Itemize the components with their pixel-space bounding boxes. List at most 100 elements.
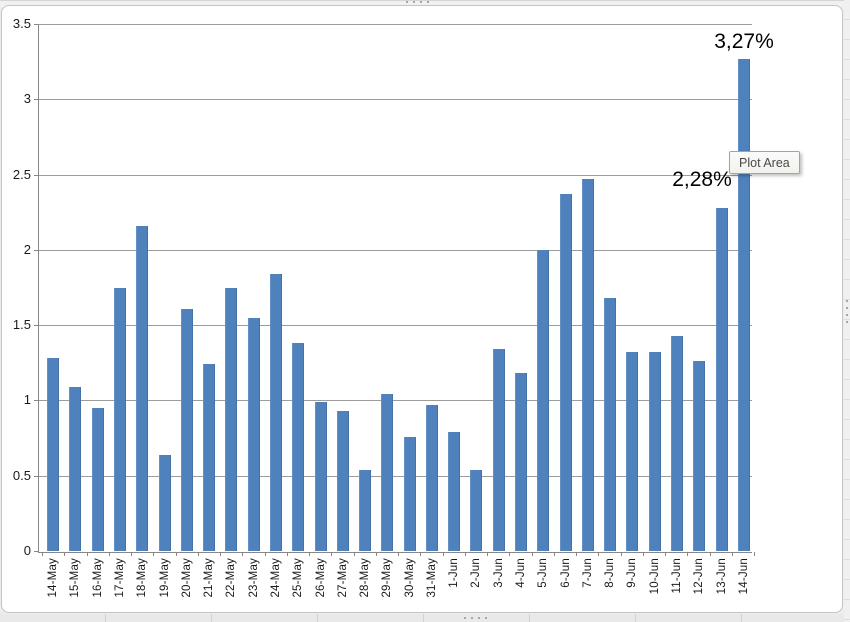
plot-area[interactable]: [38, 24, 752, 553]
handle-dot: [846, 300, 848, 302]
handle-dot: [846, 321, 848, 323]
handle-dot: [406, 1, 408, 3]
bar-6-jun[interactable]: [559, 194, 572, 551]
bars-layer: [42, 24, 755, 551]
bar-27-may[interactable]: [336, 410, 349, 551]
x-axis-ticks: [42, 552, 755, 556]
x-axis-tick-label: 20-May: [180, 558, 193, 598]
x-axis-tick-label: 23-May: [247, 558, 260, 598]
x-axis-label-cell: 31-May: [421, 558, 443, 612]
handle-dot: [464, 617, 466, 619]
x-axis-tick-label: 21-May: [203, 558, 216, 598]
x-axis-label-cell: 14-Jun: [733, 558, 755, 612]
bar-21-may[interactable]: [203, 364, 216, 551]
bar-9-jun[interactable]: [626, 352, 639, 551]
x-axis-label-cell: 5-Jun: [532, 558, 554, 612]
bar-26-may[interactable]: [314, 401, 327, 551]
x-axis-label-cell: 23-May: [243, 558, 265, 612]
x-axis-tick: [197, 552, 220, 556]
bar-28-may[interactable]: [359, 469, 372, 551]
x-axis-tick: [86, 552, 109, 556]
bar-20-may[interactable]: [180, 308, 193, 551]
x-axis-tick-label: 11-Jun: [671, 558, 684, 594]
bar-slot: [554, 24, 576, 551]
selection-handle-top[interactable]: [406, 1, 429, 3]
x-axis-tick: [153, 552, 175, 556]
bar-16-may[interactable]: [91, 407, 104, 551]
x-axis-label-cell: 6-Jun: [554, 558, 576, 612]
bar-slot: [644, 24, 666, 551]
bar-24-may[interactable]: [269, 273, 282, 551]
selection-handle-right[interactable]: [846, 300, 848, 323]
x-axis-tick-label: 31-May: [425, 558, 438, 598]
gridline: [39, 400, 752, 402]
bar-slot: [376, 24, 398, 551]
bar-5-jun[interactable]: [537, 249, 550, 551]
bar-slot: [399, 24, 421, 551]
bar-14-may[interactable]: [47, 358, 60, 551]
bar-11-jun[interactable]: [671, 335, 684, 551]
x-axis-tick: [642, 552, 665, 556]
handle-dot: [420, 1, 422, 3]
bar-14-jun[interactable]: [737, 58, 750, 551]
x-axis-tick-label: 4-Jun: [515, 558, 528, 588]
x-axis-tick-label: 25-May: [292, 558, 305, 598]
x-axis-label-cell: 18-May: [131, 558, 153, 612]
handle-dot: [427, 1, 429, 3]
y-axis-tick: [34, 475, 38, 477]
bar-slot: [220, 24, 242, 551]
bar-slot: [332, 24, 354, 551]
bar-31-may[interactable]: [425, 404, 438, 551]
bar-23-may[interactable]: [247, 317, 260, 551]
selection-handle-bottom[interactable]: [464, 617, 487, 619]
bar-30-may[interactable]: [403, 436, 416, 551]
x-axis-tick-label: 7-Jun: [581, 558, 594, 588]
bar-3-jun[interactable]: [492, 349, 505, 551]
bar-8-jun[interactable]: [604, 298, 617, 551]
x-axis-tick: [531, 552, 554, 556]
x-axis-label-cell: 13-Jun: [710, 558, 732, 612]
y-axis-tick: [34, 99, 38, 101]
y-axis-tick: [34, 325, 38, 327]
bar-slot: [265, 24, 287, 551]
x-axis-tick: [687, 552, 709, 556]
bar-2-jun[interactable]: [470, 469, 483, 551]
bar-13-jun[interactable]: [715, 207, 728, 551]
bar-22-may[interactable]: [225, 287, 238, 551]
gridline: [39, 99, 752, 101]
bar-15-may[interactable]: [69, 386, 82, 551]
bar-29-may[interactable]: [381, 394, 394, 551]
x-axis-tick: [286, 552, 309, 556]
bar-7-jun[interactable]: [581, 179, 594, 551]
x-axis-tick: [709, 552, 732, 556]
x-axis-tick: [398, 552, 420, 556]
bar-18-may[interactable]: [136, 225, 149, 551]
x-axis-tick-label: 29-May: [381, 558, 394, 598]
bar-19-may[interactable]: [158, 454, 171, 551]
x-axis-tick-label: 26-May: [314, 558, 327, 598]
bar-12-jun[interactable]: [693, 361, 706, 551]
handle-dot: [478, 617, 480, 619]
x-axis-tick: [375, 552, 398, 556]
x-axis-label-cell: 1-Jun: [443, 558, 465, 612]
bar-1-jun[interactable]: [448, 432, 461, 551]
x-axis-tick: [42, 552, 64, 556]
bar-slot: [354, 24, 376, 551]
plot-area-tooltip: Plot Area: [729, 151, 800, 174]
x-axis-tick: [553, 552, 576, 556]
bar-25-may[interactable]: [292, 343, 305, 551]
x-axis-label-cell: 12-Jun: [688, 558, 710, 612]
x-axis-label-cell: 28-May: [354, 558, 376, 612]
bar-slot: [577, 24, 599, 551]
bar-17-may[interactable]: [113, 287, 126, 551]
data-label-13-jun: 2,28%: [672, 168, 732, 191]
gridline: [39, 325, 752, 327]
bar-slot: [42, 24, 64, 551]
x-axis-tick-label: 3-Jun: [492, 558, 505, 588]
y-axis-tick: [34, 249, 38, 251]
x-axis-tick: [509, 552, 531, 556]
y-axis-tick: [34, 24, 38, 25]
bar-10-jun[interactable]: [648, 352, 661, 551]
x-axis-label-cell: 11-Jun: [666, 558, 688, 612]
bar-4-jun[interactable]: [515, 373, 528, 551]
